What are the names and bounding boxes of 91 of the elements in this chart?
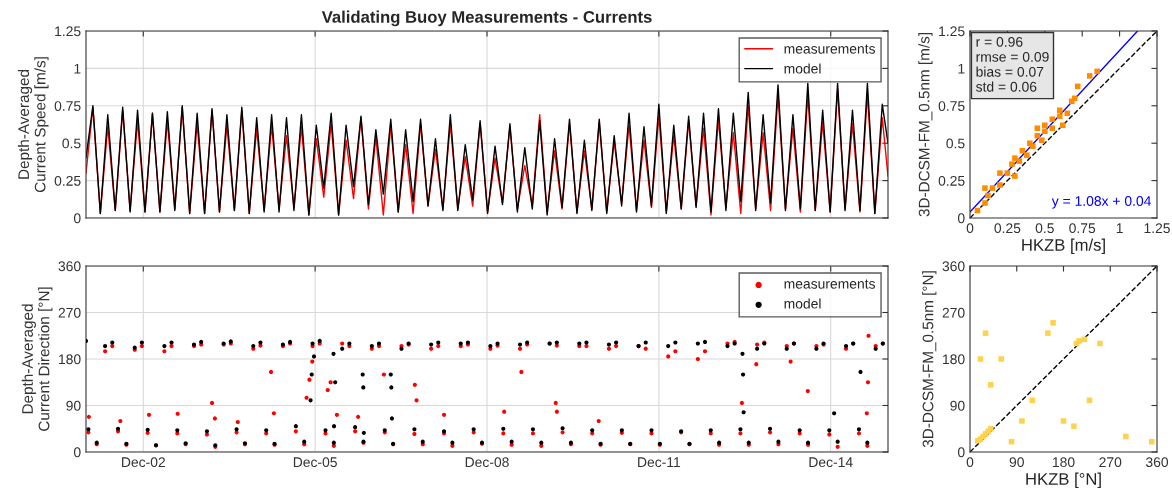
point (997, 182, 1003, 188)
y-axis-title: 3D-DCSM-FM_0.5nm [°N] (922, 271, 937, 448)
point (1081, 336, 1088, 343)
point (1019, 418, 1025, 424)
point (977, 356, 984, 362)
point (1094, 68, 1100, 75)
y-axis-title: Depth-Averaged Current Speed [m/s] (17, 57, 49, 193)
y-tick-label: 0 (957, 447, 965, 458)
x-tick-label: 270 (1099, 457, 1122, 468)
x-tick-label: Dec-02 (122, 457, 165, 468)
annotation: r = 0.96 (976, 36, 1023, 47)
point (1016, 158, 1023, 164)
point (1123, 433, 1129, 440)
y-tick-label: 360 (942, 261, 965, 272)
y-tick-label: 0.5 (946, 138, 965, 149)
y-tick-label: 90 (950, 400, 965, 411)
legend-label: model (784, 63, 821, 74)
point (1050, 320, 1056, 326)
y-tick-label: 0.75 (938, 101, 965, 111)
x-tick-label: 0 (966, 223, 974, 234)
y-tick-label: 180 (59, 354, 81, 365)
y-tick-label: 180 (943, 354, 965, 365)
point (1071, 423, 1077, 429)
point (1045, 330, 1051, 336)
point (1042, 122, 1048, 129)
point (998, 356, 1004, 362)
annotation: rmse = 0.09 (976, 51, 1049, 62)
x-tick-label: 1.25 (1144, 223, 1170, 234)
text: y = 1.08x + 0.04 (1051, 196, 1151, 209)
y-tick-label: 0 (73, 447, 81, 458)
point (1042, 128, 1048, 135)
point (1024, 152, 1030, 158)
chart-title: Validating Buoy Measurements - Currents (321, 10, 652, 27)
point (982, 185, 988, 191)
y-tick-label: 1.25 (55, 26, 81, 37)
y-tick-label: 270 (58, 307, 81, 318)
legend-label: measurements (784, 44, 876, 54)
y-tick-label: 0.25 (54, 175, 81, 186)
point (1012, 173, 1018, 179)
point (1039, 137, 1045, 143)
x-tick-label: 0.5 (1035, 223, 1054, 234)
x-tick-label: Dec-05 (293, 457, 337, 468)
x-tick-label: 90 (1009, 457, 1024, 468)
y-tick-label: 0 (957, 213, 965, 224)
y-tick-label: 270 (942, 307, 965, 318)
y-tick-label: 0.75 (54, 101, 81, 111)
point (1034, 125, 1041, 132)
point (1097, 340, 1103, 347)
point (989, 185, 996, 191)
x-tick-label: 0.25 (994, 223, 1021, 234)
x-tick-label: Dec-08 (465, 457, 509, 468)
point (1056, 113, 1063, 120)
point (1086, 73, 1093, 79)
y-tick-label: 0 (73, 213, 81, 224)
y-axis-title: Depth-Averaged Current Direction [°N] (21, 287, 53, 431)
y-tick-label: 360 (58, 261, 81, 272)
x-tick-label: 0.75 (1069, 223, 1096, 234)
y-axis-title: 3D-DCSM-FM_0.5nm [m/s] (918, 33, 933, 217)
y-tick-label: 90 (66, 400, 81, 411)
y-tick-label: 1.25 (939, 26, 965, 37)
annotation: std = 0.06 (976, 81, 1037, 92)
point (1056, 107, 1063, 114)
point (1060, 418, 1067, 424)
point (1149, 438, 1155, 445)
legend-label: measurements (784, 279, 876, 289)
y-tick-label: 0.5 (62, 138, 81, 149)
point (1004, 170, 1011, 176)
point (1049, 125, 1056, 132)
point (1064, 110, 1071, 117)
x-tick-label: 1 (1116, 223, 1123, 233)
x-tick-label: Dec-14 (809, 457, 853, 468)
x-tick-label: 360 (1145, 457, 1169, 468)
point (985, 192, 991, 199)
point (997, 170, 1003, 176)
x-axis-title: HKZB [m/s] (1022, 238, 1105, 255)
point (1059, 122, 1066, 129)
annotation: bias = 0.07 (976, 66, 1044, 77)
point (982, 200, 988, 206)
y-tick-label: 1 (74, 63, 81, 74)
point (982, 330, 989, 336)
y-tick-label: 1 (958, 63, 965, 74)
y-tick-label: 0.25 (938, 175, 965, 186)
legend-label: model (784, 298, 821, 309)
x-tick-label: 0 (966, 457, 974, 468)
point (1009, 161, 1015, 167)
x-axis-title: HKZB [°N] (1026, 472, 1101, 489)
point (1049, 116, 1056, 123)
point (1012, 155, 1018, 161)
point (988, 382, 994, 388)
x-tick-label: Dec-11 (638, 457, 681, 468)
x-tick-label: 180 (1052, 457, 1075, 468)
